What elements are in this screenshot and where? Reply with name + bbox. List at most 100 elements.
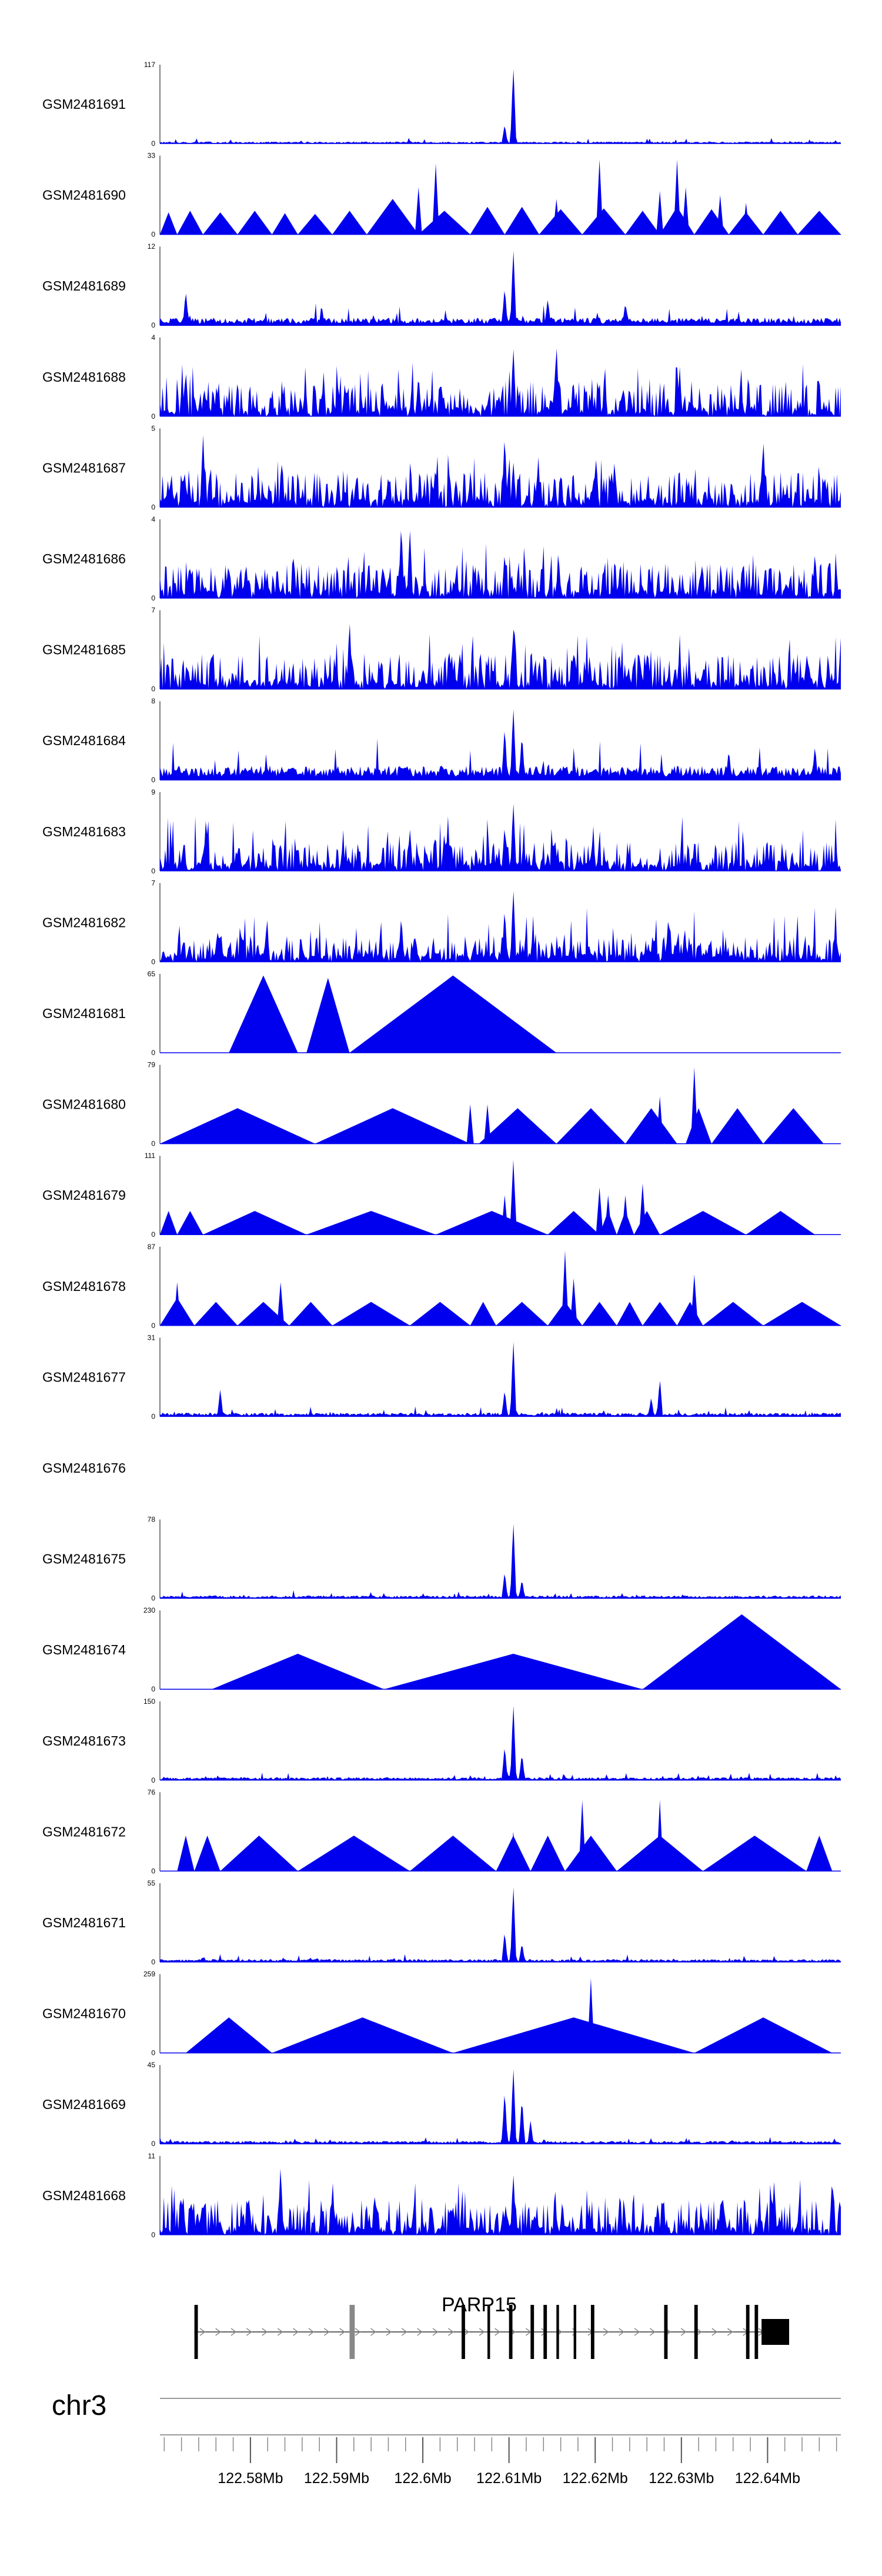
strand-arrow-icon <box>277 2328 283 2336</box>
coverage-segment <box>703 1836 807 1871</box>
track-label: GSM2481691 <box>42 96 126 112</box>
coverage-peak <box>690 1274 698 1326</box>
axis-ticks: 122.58Mb 122.59Mb 122.6Mb 122.61Mb 122.62Mb 1… <box>163 2437 837 2487</box>
track-GSM2481680: GSM2481680 79 0 <box>42 1061 841 1148</box>
coverage-peak <box>682 187 690 235</box>
strand-arrow-icon <box>479 2328 485 2336</box>
coverage-segment <box>177 1211 203 1235</box>
track-label: GSM2481681 <box>42 1006 126 1021</box>
y-max-label: 11 <box>148 2152 156 2160</box>
coverage-peak <box>656 1800 664 1871</box>
coverage-segment <box>306 1211 436 1235</box>
y-min-label: 0 <box>151 2231 155 2239</box>
exon <box>573 2305 576 2359</box>
exon <box>462 2305 465 2359</box>
track-label: GSM2481670 <box>42 2006 126 2021</box>
coverage-segment <box>332 211 367 235</box>
exon <box>694 2305 698 2359</box>
track-label: GSM2481673 <box>42 1733 126 1749</box>
coverage-area <box>160 1706 841 1780</box>
coverage-segment <box>194 1836 220 1871</box>
coverage-segment <box>237 211 272 235</box>
coverage-segment <box>332 1302 410 1326</box>
track-GSM2481678: GSM2481678 87 0 <box>42 1243 841 1330</box>
y-min-label: 0 <box>151 2140 155 2148</box>
y-min-label: 0 <box>151 1322 155 1330</box>
gene-name-label: PARP15 <box>442 2294 517 2316</box>
coverage-segment <box>763 1108 824 1144</box>
strand-arrow-icon <box>417 2328 423 2336</box>
y-min-label: 0 <box>151 139 155 148</box>
coverage-segment <box>660 1211 746 1235</box>
strand-arrow-icon <box>603 2328 609 2336</box>
coverage-segment <box>298 213 333 235</box>
coverage-peak <box>622 1195 629 1235</box>
track-GSM2481673: GSM2481673 150 0 <box>42 1697 841 1784</box>
coverage-segment <box>564 1836 617 1871</box>
track-label: GSM2481668 <box>42 2188 126 2203</box>
y-max-label: 8 <box>151 697 155 705</box>
track-label: GSM2481690 <box>42 188 126 203</box>
exon <box>487 2305 490 2359</box>
strand-arrow-icon <box>215 2328 221 2336</box>
y-min-label: 0 <box>151 1230 155 1239</box>
exon <box>754 2305 759 2359</box>
y-max-label: 9 <box>151 788 155 796</box>
y-max-label: 117 <box>144 61 155 69</box>
track-GSM2481668: GSM2481668 11 0 <box>42 2152 841 2239</box>
x-tick-label: 122.59Mb <box>304 2470 369 2487</box>
coverage-peak <box>716 195 724 235</box>
coverage-segment <box>496 1302 548 1326</box>
coverage-peak <box>415 187 422 235</box>
coverage-peak <box>553 199 560 235</box>
coverage-peak <box>656 191 664 235</box>
strand-arrow-icon <box>680 2328 687 2336</box>
coverage-peak <box>742 203 750 235</box>
coverage-area <box>160 530 841 598</box>
y-min-label: 0 <box>151 685 155 693</box>
y-min-label: 0 <box>151 1867 155 1875</box>
coverage-segment <box>418 211 470 235</box>
track-GSM2481685: GSM2481685 7 0 <box>42 606 841 693</box>
y-max-label: 111 <box>145 1152 156 1160</box>
y-max-label: 12 <box>148 242 156 251</box>
track-GSM2481677: GSM2481677 31 0 <box>42 1333 841 1420</box>
strand-arrow-icon <box>293 2328 299 2336</box>
track-label: GSM2481674 <box>42 1642 126 1657</box>
coverage-area <box>160 891 841 962</box>
coverage-segment <box>582 208 626 235</box>
coverage-segment <box>763 211 798 235</box>
coverage-area <box>160 1887 841 1962</box>
track-GSM2481683: GSM2481683 9 0 <box>42 788 841 875</box>
coverage-area <box>160 69 841 144</box>
strand-arrow-icon <box>199 2328 206 2336</box>
coverage-segment <box>694 209 729 235</box>
y-min-label: 0 <box>151 1594 155 1603</box>
coverage-segment <box>677 1302 703 1326</box>
y-max-label: 65 <box>148 970 156 978</box>
coverage-peak <box>604 1195 612 1235</box>
track-GSM2481684: GSM2481684 8 0 <box>42 697 841 784</box>
track-label: GSM2481686 <box>42 551 126 566</box>
track-GSM2481679: GSM2481679 111 0 <box>42 1152 841 1239</box>
coverage-segment <box>306 977 350 1053</box>
coverage-segment <box>185 2017 272 2053</box>
coverage-peak <box>596 159 603 235</box>
strand-arrow-icon <box>634 2328 640 2336</box>
track-label: GSM2481671 <box>42 1915 126 1930</box>
coverage-area <box>160 623 841 689</box>
coverage-peak <box>173 1282 181 1326</box>
y-max-label: 4 <box>151 333 155 342</box>
coverage-segment <box>582 1302 617 1326</box>
track-label: GSM2481669 <box>42 2097 126 2112</box>
y-max-label: 33 <box>148 152 156 160</box>
strand-arrow-icon <box>262 2328 268 2336</box>
strand-arrow-icon <box>386 2328 392 2336</box>
coverage-segment <box>298 1836 410 1871</box>
y-min-label: 0 <box>151 231 155 239</box>
exon <box>530 2305 534 2359</box>
y-max-label: 76 <box>148 1788 156 1796</box>
strand-arrow-icon <box>619 2328 624 2336</box>
y-max-label: 230 <box>143 1606 155 1614</box>
